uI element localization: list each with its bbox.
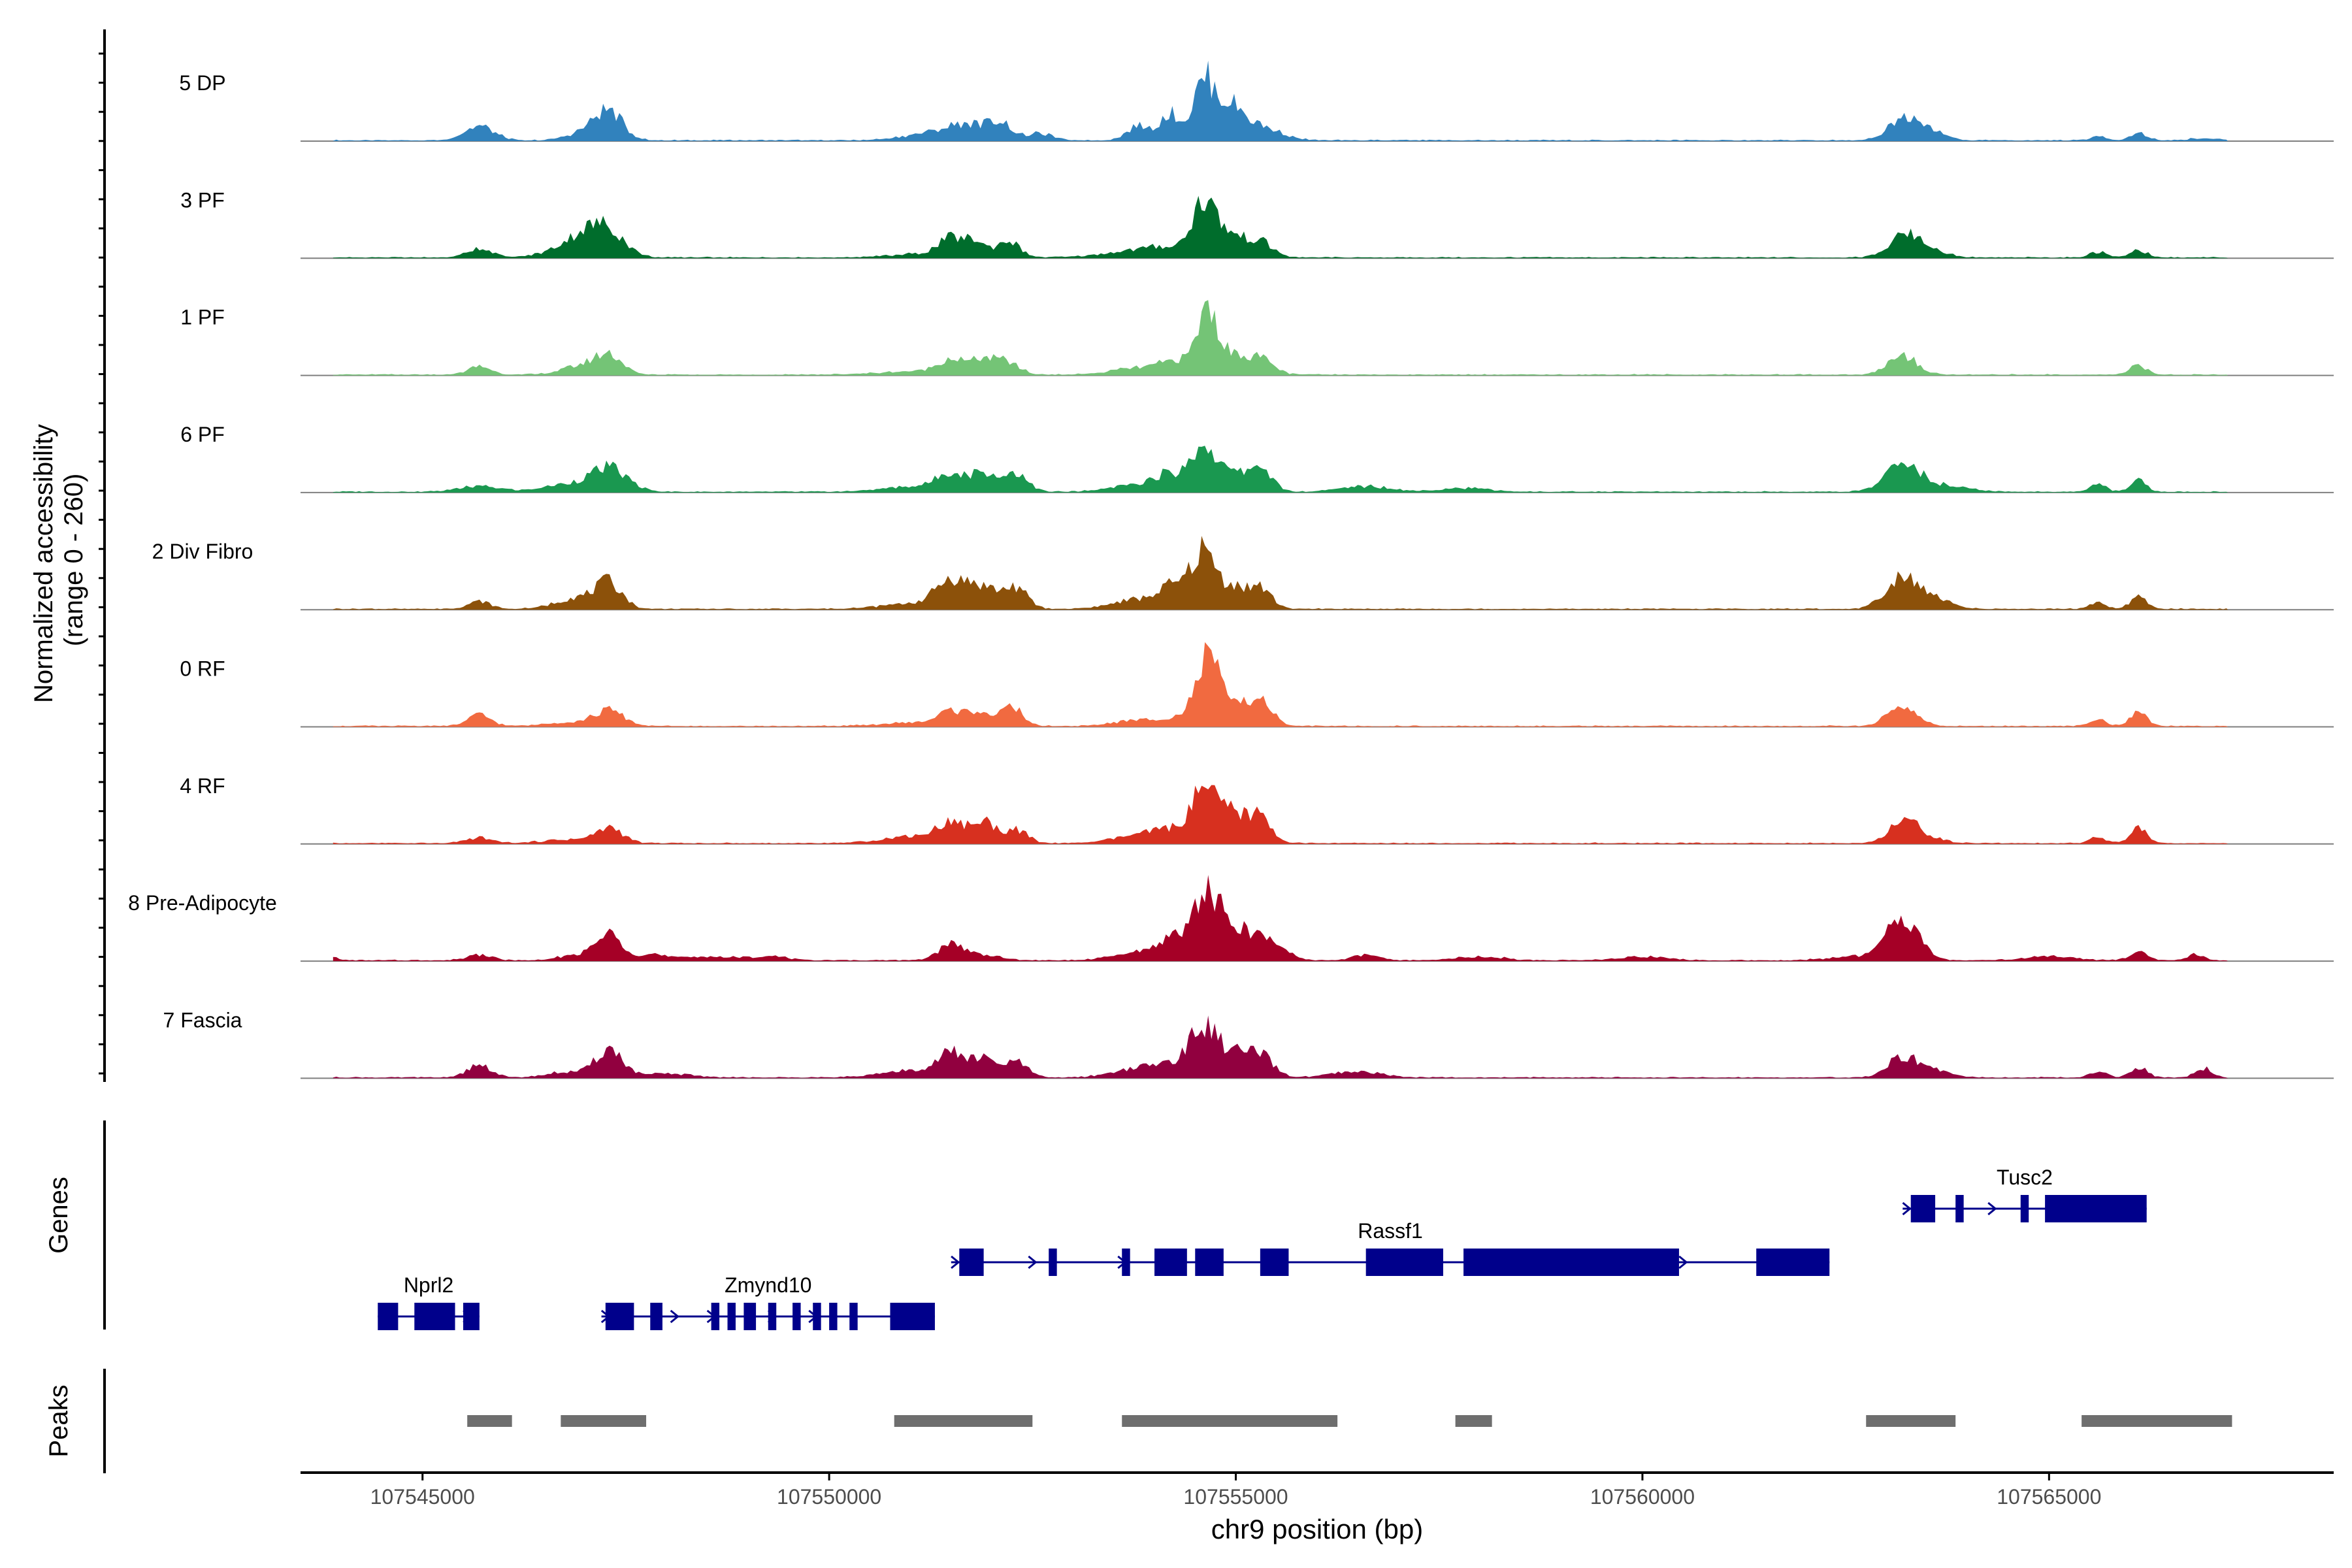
peaks-layer [467,1415,2232,1427]
track-9: 7 Fascia [163,1008,2334,1079]
track-signal-area [333,785,2229,844]
peak-region [1122,1415,1338,1427]
gene-exon [727,1303,736,1330]
track-6: 0 RF [180,642,2334,728]
track-7: 4 RF [180,774,2334,845]
genes-layer: Nprl2 Zmynd10 Rassf1 Tusc2 [378,1166,2147,1330]
gene-exon [1910,1195,1936,1222]
gene-exon [1260,1249,1289,1276]
peak-region [2082,1415,2232,1427]
track-4: 6 PF [180,423,2334,493]
gene-exon [849,1303,858,1330]
track-1: 5 DP [179,60,2334,142]
gene-exon [829,1303,838,1330]
y-axis-label-line-2: (range 0 - 260) [59,474,88,647]
gene-tusc2: Tusc2 [1902,1166,2147,1222]
gene-label: Nprl2 [404,1273,453,1297]
x-axis-label: chr9 position (bp) [1211,1514,1424,1544]
peak-region [1455,1415,1492,1427]
gene-strand-arrow [768,1309,777,1324]
x-tick-label: 107555000 [1183,1485,1288,1509]
gene-strand-arrow [1902,1201,1912,1216]
tracks-layer: 5 DP 3 PF 1 PF 6 PF 2 Div Fibro 0 RF 4 RF 8 Pre… [128,60,2334,1079]
track-2: 3 PF [180,188,2334,259]
gene-strand-arrow [1117,1255,1127,1269]
gene-zmynd10: Zmynd10 [600,1273,935,1330]
gene-exon [1756,1249,1830,1276]
x-axis: 107545000 107550000 107555000 107560000 1075… [301,1471,2334,1509]
track-signal-area [333,536,2229,610]
track-signal-area [333,60,2229,141]
track-label: 2 Div Fibro [152,540,253,563]
track-5: 2 Div Fibro [152,536,2334,611]
track-signal-area [333,195,2229,259]
gene-strand-arrow [808,1309,818,1324]
track-label: 3 PF [180,188,225,212]
gene-exon [792,1303,801,1330]
gene-exon [890,1303,935,1330]
track-label: 1 PF [180,306,225,329]
gene-exon [650,1303,662,1330]
gene-exon [1365,1249,1443,1276]
x-tick-label: 107545000 [370,1485,475,1509]
gene-exon [414,1303,455,1330]
gene-strand-arrow [1987,1201,1997,1216]
gene-strand-arrow [951,1255,960,1269]
gene-exon [959,1249,984,1276]
gene-label: Zmynd10 [725,1273,811,1297]
gene-strand-arrow [706,1309,716,1324]
gene-exon [1955,1195,1964,1222]
gene-exon [2045,1195,2147,1222]
gene-strand-arrow [381,1309,391,1324]
gene-strand-arrow [1028,1255,1037,1269]
y-axis-label-line-1: Normalized accessibility [29,424,58,703]
y-axis-label: Normalized accessibility (range 0 - 260) [29,417,88,703]
track-3: 1 PF [180,300,2334,376]
gene-exon [1049,1249,1057,1276]
gene-nprl2: Nprl2 [378,1273,480,1330]
track-label: 8 Pre-Adipocyte [128,891,277,915]
track-signal-area [333,642,2229,727]
peaks-panel-label: Peaks [44,1384,73,1457]
gene-strand-arrow [670,1309,679,1324]
x-tick-label: 107550000 [777,1485,881,1509]
track-label: 7 Fascia [163,1008,242,1032]
gene-strand-arrow [1678,1255,1688,1269]
gene-exon [2020,1195,2029,1222]
x-tick-label: 107560000 [1590,1485,1695,1509]
x-tick-label: 107565000 [1997,1485,2101,1509]
track-signal-area [333,300,2229,376]
gene-exon [1154,1249,1187,1276]
gene-exon [1463,1249,1679,1276]
gene-rassf1: Rassf1 [951,1219,1830,1276]
track-label: 0 RF [180,657,225,681]
track-8: 8 Pre-Adipocyte [128,875,2334,962]
track-label: 4 RF [180,774,225,798]
gene-exon [1195,1249,1224,1276]
peak-region [894,1415,1033,1427]
track-label: 6 PF [180,423,225,446]
peak-region [1866,1415,1956,1427]
gene-exon [743,1303,757,1330]
peak-region [561,1415,647,1427]
track-signal-area [333,446,2229,493]
track-signal-area [333,1015,2229,1079]
genes-panel-label: Genes [44,1177,73,1254]
track-label: 5 DP [179,71,225,95]
gene-label: Tusc2 [1997,1166,2053,1189]
gene-exon [768,1303,777,1330]
gene-strand-arrow [600,1309,611,1324]
gene-strand-arrow [463,1309,472,1324]
gene-label: Rassf1 [1358,1219,1423,1243]
peak-region [467,1415,512,1427]
track-signal-area [333,875,2229,962]
